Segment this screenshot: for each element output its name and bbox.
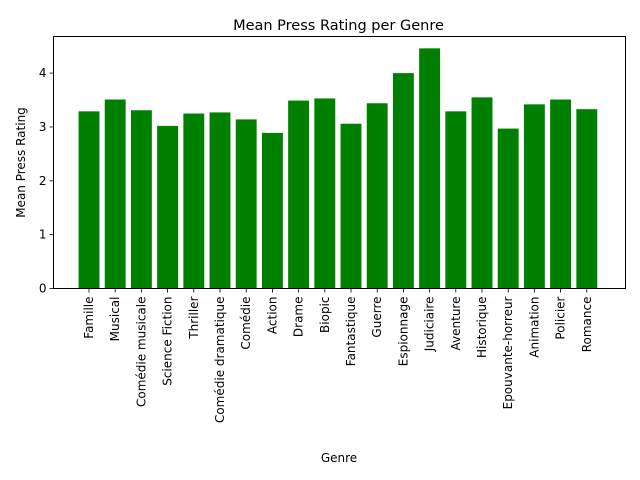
x-tick-label: Drame <box>292 297 306 338</box>
x-tick-label: Biopic <box>318 297 332 333</box>
bar-8 <box>288 100 310 289</box>
x-tick-label: Comédie musicale <box>134 297 148 408</box>
bar-1 <box>104 99 126 289</box>
x-tick-label: Comédie dramatique <box>213 297 227 424</box>
bar-6 <box>235 119 257 289</box>
x-tick-label: Aventure <box>449 297 463 351</box>
x-tick-label: Historique <box>475 297 489 359</box>
x-tick-label: Comédie <box>239 297 253 350</box>
y-axis: 0 1 2 3 4 <box>39 66 54 296</box>
bar-9 <box>314 98 336 289</box>
y-tick-label: 4 <box>39 66 47 80</box>
y-tick-label: 2 <box>39 174 47 188</box>
x-axis: Famille Musical Comédie musicale Science Fi… <box>82 288 594 424</box>
x-tick-label: Judiciaire <box>423 297 437 353</box>
x-tick-label: Espionnage <box>396 297 410 367</box>
chart-title: Mean Press Rating per Genre <box>233 18 444 34</box>
bar-14 <box>445 111 467 289</box>
y-axis-title: Mean Press Rating <box>14 107 28 218</box>
bar-0 <box>78 111 100 289</box>
bar-7 <box>261 132 283 289</box>
x-tick-label: Animation <box>527 297 541 358</box>
x-tick-label: Thriller <box>187 296 201 339</box>
x-axis-title: Genre <box>321 451 357 465</box>
bar-5 <box>209 112 231 289</box>
bar-18 <box>550 99 572 289</box>
bar-10 <box>340 123 362 289</box>
bar-3 <box>157 125 179 289</box>
bar-17 <box>523 104 545 289</box>
x-tick-label: Famille <box>82 297 96 339</box>
bar-15 <box>471 97 493 289</box>
bar-11 <box>366 103 388 289</box>
x-tick-label: Musical <box>108 297 122 342</box>
bar-2 <box>130 110 152 289</box>
bar-16 <box>497 128 519 289</box>
bar-13 <box>419 48 441 289</box>
y-tick-label: 0 <box>39 282 47 296</box>
bar-12 <box>392 73 414 289</box>
plot-frame <box>53 36 626 289</box>
x-tick-label: Science Fiction <box>161 297 175 386</box>
x-tick-label: Romance <box>580 297 594 353</box>
x-tick-label: Policier <box>554 296 568 339</box>
y-tick-label: 3 <box>39 120 47 134</box>
bars-group <box>78 48 598 289</box>
bar-19 <box>576 109 598 289</box>
bar-4 <box>183 113 205 289</box>
x-tick-label: Guerre <box>370 297 384 338</box>
x-tick-label: Epouvante-horreur <box>501 296 515 409</box>
x-tick-label: Action <box>265 297 279 335</box>
x-tick-label: Fantastique <box>344 297 358 367</box>
y-tick-label: 1 <box>39 228 47 242</box>
